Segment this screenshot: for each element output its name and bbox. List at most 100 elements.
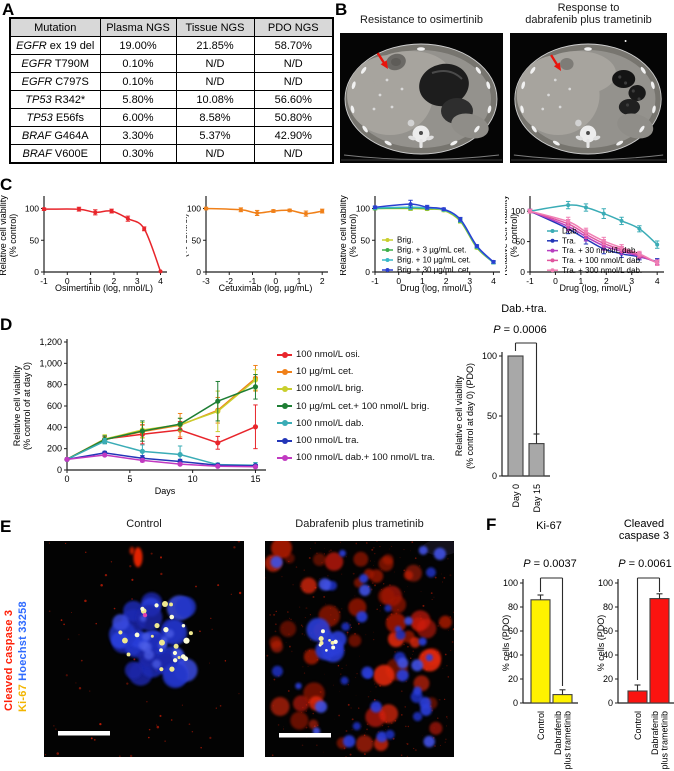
svg-text:1: 1 (297, 276, 302, 286)
svg-text:0: 0 (396, 276, 401, 286)
svg-text:-1: -1 (526, 276, 534, 286)
svg-text:100: 100 (511, 206, 525, 216)
table-row: BRAF V600E 0.30% N/D N/D (9, 144, 334, 164)
data-point (125, 216, 130, 221)
svg-text:10: 10 (188, 474, 198, 484)
svg-text:1: 1 (579, 276, 584, 286)
ct-image (340, 33, 503, 163)
scale-bar (58, 731, 110, 736)
growth-chart-legend: 100 nmol/L osi. 10 µg/mL cet. 100 nmol/L b… (277, 346, 435, 466)
bar-category-label: Day 15 (532, 484, 542, 512)
stain-label-ki67-hoechst: Ki-67 Hoechst 33258 (17, 588, 29, 712)
svg-text:4: 4 (491, 276, 496, 286)
data-point (583, 205, 588, 210)
chart-osimertinib: -1 0 1 2 3 4 0 50 100 Osimertinib (log, nmol/L) Re… (0, 183, 180, 310)
legend-item: 100 nmol/L brig. (277, 380, 435, 397)
svg-text:0: 0 (273, 276, 278, 286)
svg-text:100: 100 (25, 204, 39, 214)
panel-d-label: D (0, 315, 13, 334)
data-point (637, 251, 642, 256)
data-point (177, 461, 183, 467)
data-point (215, 463, 221, 469)
svg-text:50: 50 (30, 235, 40, 245)
data-point (204, 206, 208, 211)
data-point (583, 229, 588, 234)
svg-text:50: 50 (361, 235, 371, 245)
data-point (528, 209, 532, 214)
series-line (66, 377, 256, 460)
data-point (64, 456, 70, 462)
legend-item: 100 nmol/L dab. (277, 415, 435, 432)
svg-text:5: 5 (127, 474, 132, 484)
x-axis-label: Drug (log, nmol/L) (400, 283, 472, 293)
data-point (215, 440, 221, 446)
y-axis-label: (% control at day 0) (PDO) (465, 363, 475, 469)
table-row: TP53 R342* 5.80% 10.08% 56.60% (9, 90, 334, 109)
svg-text:200: 200 (47, 444, 62, 454)
legend-label: Brig. + 3 µg/mL cet. (397, 246, 466, 255)
svg-text:600: 600 (47, 401, 62, 411)
chart-ki67-bar: Ki-67 P = 0.0037 0 20 40 60 80 100 % cells (PDO)… (497, 513, 589, 771)
data-point (441, 207, 446, 212)
panel-a-label: A (2, 0, 15, 19)
x-axis-label: Osimertinib (log, nmol/L) (55, 283, 153, 293)
legend-label: Tra. + 100 nmol/L dab. (562, 256, 642, 265)
table-row: EGFR ex 19 del 19.00% 21.85% 58.70% (9, 36, 334, 55)
svg-text:80: 80 (508, 602, 518, 612)
svg-text:0: 0 (64, 474, 69, 484)
svg-text:0: 0 (608, 698, 613, 708)
data-point (566, 203, 571, 208)
svg-text:1: 1 (420, 276, 425, 286)
x-axis-label: Cetuximab (log, µg/mL) (219, 283, 313, 293)
legend-item: 100 nmol/L tra. (277, 432, 435, 449)
svg-text:100: 100 (356, 204, 370, 214)
bar (530, 599, 551, 704)
mutation-table-body: EGFR ex 19 del 19.00% 21.85% 58.70% EGFR T79… (9, 36, 334, 164)
bar-chart-title: Dab.+tra. (501, 303, 547, 315)
chart-brigatinib-combo: -1 0 1 2 3 4 0 50 100 Drug (log, nmol/L) Relative … (340, 183, 506, 310)
svg-text:0: 0 (365, 267, 370, 277)
lesion-arrow (550, 54, 562, 71)
ct-right-title: Response to dabrafenib plus trametinib (510, 2, 667, 26)
bar-category-label: Day 0 (511, 484, 521, 508)
legend-label: Brig. + 10 µg/mL cet. (397, 256, 471, 265)
legend-label: Tra. (562, 236, 576, 245)
panel-c-label: C (0, 175, 13, 194)
table-header-cell: Mutation (9, 17, 101, 37)
x-axis-label: Drug (log, nmol/L) (559, 283, 631, 293)
data-point (655, 242, 660, 247)
svg-text:0: 0 (520, 267, 525, 277)
svg-text:0: 0 (34, 267, 39, 277)
fluo-right-title: Dabrafenib plus trametinib (295, 518, 424, 530)
chart-dab-tra-bar: Dab.+tra. P = 0.0006 0 50 100 Relative cell v… (448, 300, 578, 512)
svg-text:100: 100 (187, 204, 201, 214)
svg-text:100: 100 (598, 578, 613, 588)
y-axis-label: (% control) (186, 214, 189, 258)
ct-left-title: Resistance to osimertinib (360, 14, 483, 26)
scale-bar (279, 733, 331, 738)
panel-f-label: F (486, 515, 497, 534)
y-axis-label: (% control) (8, 214, 18, 258)
p-value: P = 0.0061 (618, 558, 672, 570)
d_time-svg: 0 5 10 15 0 200 400 600 800 1,000 1,200 Days Relativ… (12, 337, 266, 496)
data-point (320, 209, 325, 214)
data-point (601, 211, 606, 216)
table-header-cell: Tissue NGS (175, 17, 255, 37)
data-point (271, 209, 276, 214)
svg-text:0: 0 (65, 276, 70, 286)
data-point (458, 217, 463, 222)
legend-label: Dab. (562, 227, 579, 236)
data-point (76, 207, 81, 212)
svg-text:60: 60 (508, 626, 518, 636)
data-point (93, 210, 98, 215)
stain-label-cleaved-caspase3: Cleaved caspase 3 (3, 609, 15, 711)
data-point (252, 424, 259, 430)
legend-label: Brig. (397, 236, 413, 245)
mutation-table-header: Mutation Plasma NGS Tissue NGS PDO NGS (9, 17, 334, 37)
series-line (66, 379, 256, 460)
data-point (109, 209, 114, 214)
